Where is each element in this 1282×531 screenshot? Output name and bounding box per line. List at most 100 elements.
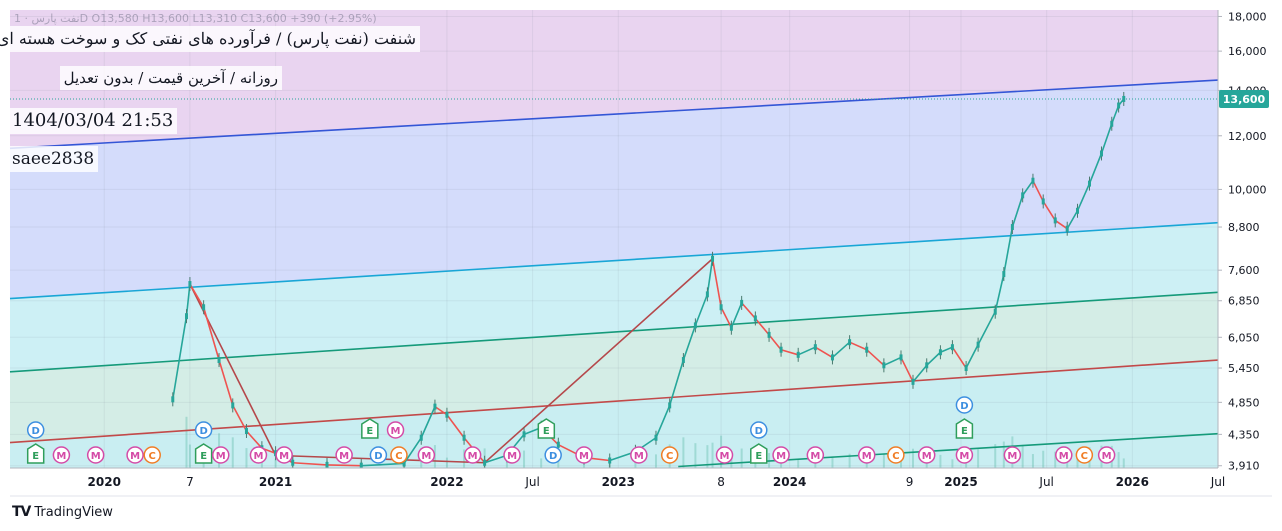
- meeting-icon: [772, 446, 790, 464]
- band-4: [10, 360, 1218, 468]
- volume-bar: [994, 444, 997, 468]
- corporate-event-icon: [887, 446, 905, 464]
- volume-bar: [711, 442, 714, 468]
- price-segment: [730, 302, 743, 329]
- candle-body: [1031, 177, 1035, 184]
- price-segment: [780, 348, 799, 356]
- meeting-icon: [715, 446, 734, 464]
- tradingview-brand[interactable]: TV TradingView: [12, 504, 113, 520]
- event-marker-label: C: [1081, 451, 1088, 462]
- event-marker-m[interactable]: M: [463, 446, 482, 464]
- event-marker-e[interactable]: E: [361, 418, 379, 439]
- event-marker-c[interactable]: C: [1075, 446, 1094, 464]
- event-marker-m[interactable]: M: [1003, 446, 1022, 464]
- event-marker-e[interactable]: E: [537, 418, 556, 439]
- candle-body: [740, 299, 744, 306]
- corporate-event-icon: [143, 446, 161, 464]
- event-marker-d[interactable]: D: [194, 421, 213, 439]
- candle-body: [274, 450, 278, 457]
- event-marker-m[interactable]: M: [126, 446, 144, 464]
- tradingview-logo-icon: TV: [12, 504, 31, 520]
- candle-body: [188, 281, 192, 288]
- event-marker-c[interactable]: C: [143, 446, 161, 464]
- event-marker-label: C: [395, 451, 402, 462]
- event-marker-m[interactable]: M: [630, 446, 648, 464]
- volume-bar: [274, 459, 277, 468]
- event-marker-m[interactable]: M: [917, 446, 936, 464]
- event-marker-label: D: [32, 426, 40, 437]
- event-marker-d[interactable]: D: [544, 446, 562, 464]
- event-marker-label: M: [391, 426, 401, 437]
- candle-body: [1110, 120, 1114, 127]
- event-marker-m[interactable]: M: [386, 421, 405, 439]
- dividend-icon: [750, 421, 768, 439]
- candle-body: [325, 461, 329, 468]
- volume-bar: [848, 453, 851, 468]
- candle-body: [753, 315, 757, 322]
- event-marker-e[interactable]: E: [194, 443, 213, 464]
- event-marker-m[interactable]: M: [52, 446, 71, 464]
- price-segment: [1100, 123, 1113, 154]
- event-marker-e[interactable]: E: [26, 443, 45, 464]
- event-marker-d[interactable]: D: [369, 446, 388, 464]
- event-marker-m[interactable]: M: [715, 446, 734, 464]
- event-marker-m[interactable]: M: [857, 446, 876, 464]
- candle-body: [938, 349, 942, 356]
- event-marker-m[interactable]: M: [275, 446, 293, 464]
- meeting-icon: [917, 446, 936, 464]
- bottom-line: [678, 432, 1219, 468]
- event-marker-d[interactable]: D: [26, 421, 45, 439]
- event-marker-d[interactable]: D: [955, 396, 974, 414]
- x-tick-label: Jul: [1038, 475, 1053, 489]
- event-marker-label: M: [1059, 451, 1069, 462]
- event-marker-label: M: [507, 451, 517, 462]
- event-marker-label: M: [56, 451, 66, 462]
- price-segment: [1032, 180, 1044, 202]
- meeting-icon: [1003, 446, 1022, 464]
- meeting-icon: [575, 446, 593, 464]
- price-segment: [1054, 219, 1068, 230]
- meeting-icon: [1055, 446, 1073, 464]
- event-marker-m[interactable]: M: [1055, 446, 1073, 464]
- price-segment: [768, 334, 782, 351]
- event-marker-label: E: [366, 426, 373, 437]
- event-marker-c[interactable]: C: [660, 446, 679, 464]
- chart-subtitle: روزانه / آخرین قیمت / بدون تعدیل: [59, 66, 282, 90]
- price-segment: [711, 258, 722, 308]
- corporate-event-icon: [1075, 446, 1094, 464]
- event-marker-m[interactable]: M: [1097, 446, 1116, 464]
- event-marker-m[interactable]: M: [249, 446, 268, 464]
- event-marker-m[interactable]: M: [575, 446, 593, 464]
- x-tick-label: 2020: [88, 475, 121, 489]
- event-marker-m[interactable]: M: [806, 446, 825, 464]
- event-marker-label: E: [200, 451, 207, 462]
- candle-body: [950, 344, 954, 351]
- event-marker-d[interactable]: D: [750, 421, 768, 439]
- event-marker-m[interactable]: M: [212, 446, 230, 464]
- event-marker-c[interactable]: C: [887, 446, 905, 464]
- candle-body: [693, 322, 697, 329]
- price-segment: [218, 359, 234, 406]
- price-segment: [1042, 201, 1056, 221]
- event-marker-m[interactable]: M: [417, 446, 436, 464]
- event-marker-label: C: [892, 451, 899, 462]
- candle-body: [483, 459, 487, 466]
- dividend-icon: [955, 396, 974, 414]
- event-marker-e[interactable]: E: [955, 418, 974, 439]
- candle-body: [993, 308, 997, 315]
- event-marker-m[interactable]: M: [335, 446, 353, 464]
- event-marker-e[interactable]: E: [750, 443, 768, 464]
- candle-body: [171, 396, 175, 403]
- event-marker-m[interactable]: M: [86, 446, 105, 464]
- price-segment: [1088, 153, 1103, 184]
- event-marker-label: D: [374, 451, 382, 462]
- event-marker-m[interactable]: M: [955, 446, 974, 464]
- event-marker-label: M: [862, 451, 872, 462]
- event-marker-m[interactable]: M: [772, 446, 790, 464]
- event-marker-c[interactable]: C: [390, 446, 408, 464]
- volume-bar: [540, 458, 543, 468]
- volume-bar: [185, 416, 188, 468]
- candle-body: [911, 378, 915, 385]
- event-marker-m[interactable]: M: [503, 446, 521, 464]
